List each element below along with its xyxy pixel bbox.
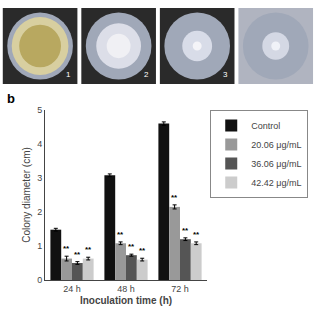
svg-text:20.06 μg/mL: 20.06 μg/mL [251,140,301,150]
svg-text:4: 4 [37,139,42,149]
svg-text:2: 2 [144,70,149,79]
svg-text:**: ** [139,246,146,255]
svg-text:2: 2 [37,207,42,217]
svg-text:3: 3 [223,70,228,79]
svg-text:**: ** [193,230,200,239]
svg-text:b: b [7,91,15,106]
svg-text:42.42 μg/mL: 42.42 μg/mL [251,178,301,188]
svg-text:1: 1 [66,70,71,79]
svg-text:0: 0 [37,275,42,285]
svg-text:**: ** [117,230,124,239]
svg-text:**: ** [171,193,178,202]
svg-text:1: 1 [37,241,42,251]
svg-text:**: ** [182,226,189,235]
svg-text:Inoculation time (h): Inoculation time (h) [80,295,172,306]
svg-text:48 h: 48 h [117,284,135,294]
svg-text:24 h: 24 h [63,284,81,294]
svg-text:**: ** [85,245,92,254]
svg-text:5: 5 [37,105,42,115]
svg-text:**: ** [128,242,135,251]
svg-text:72 h: 72 h [171,284,189,294]
svg-text:Control: Control [251,121,280,131]
svg-text:36.06 μg/mL: 36.06 μg/mL [251,159,301,169]
svg-text:3: 3 [37,173,42,183]
svg-text:**: ** [74,250,81,259]
svg-text:**: ** [63,244,70,253]
svg-text:Colony diameter (cm): Colony diameter (cm) [21,147,32,243]
